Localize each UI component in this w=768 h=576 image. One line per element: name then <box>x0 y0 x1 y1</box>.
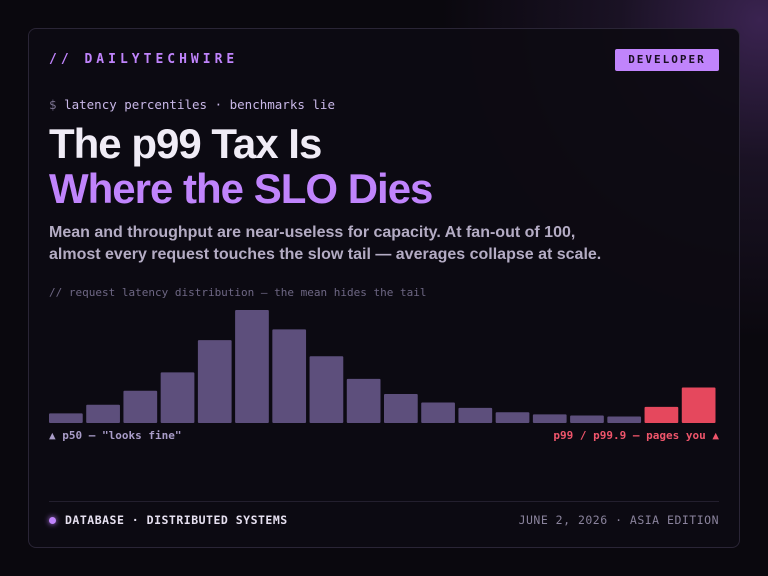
bar <box>607 416 642 423</box>
subtitle: Mean and throughput are near-useless for… <box>49 224 602 263</box>
bar <box>532 414 567 423</box>
date: JUNE 2, 2026 · ASIA EDITION <box>518 513 719 527</box>
annotation: ▲ p50 — "looks fine" <box>49 429 182 442</box>
title-line: The p99 Tax Is <box>49 120 322 167</box>
dot <box>49 517 56 524</box>
kicker: $ latency percentiles · benchmarks lie <box>49 97 335 112</box>
bar <box>86 404 120 423</box>
bar <box>495 412 530 423</box>
bar <box>421 402 455 423</box>
bar <box>272 329 307 423</box>
bar <box>570 415 604 423</box>
bar <box>644 406 679 423</box>
badge: DEVELOPER <box>615 49 719 71</box>
brand: // DAILYTECHWIRE <box>49 52 239 67</box>
kicker-text: latency percentiles · benchmarks lie <box>64 97 335 112</box>
bar <box>197 340 232 423</box>
bar <box>49 413 83 423</box>
annotation: p99 / p99.9 — pages you ▲ <box>553 429 719 442</box>
bar <box>346 378 381 423</box>
bar <box>384 393 418 423</box>
divider <box>49 501 719 502</box>
chart <box>49 310 716 423</box>
bar <box>160 372 195 423</box>
bar <box>235 310 269 423</box>
title-line: Where the SLO Dies <box>49 165 433 212</box>
bar <box>681 387 716 423</box>
prompt: $ <box>49 97 57 112</box>
chart-caption: // request latency distribution — the me… <box>49 286 427 299</box>
topic: DATABASE · DISTRIBUTED SYSTEMS <box>65 513 288 527</box>
bar <box>458 407 493 423</box>
bar <box>123 390 158 423</box>
bar <box>309 356 344 423</box>
card <box>28 28 740 548</box>
